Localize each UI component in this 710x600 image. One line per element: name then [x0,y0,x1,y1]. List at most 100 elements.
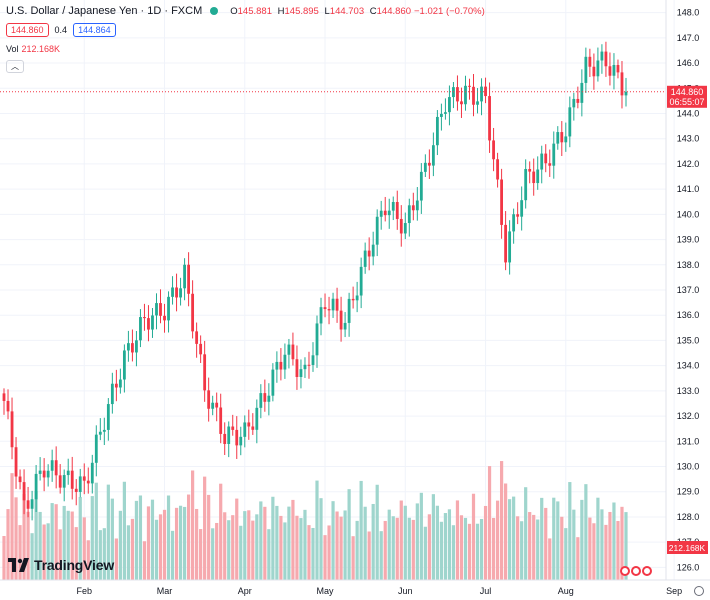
candle-body [391,201,395,211]
settings-gear-icon[interactable] [694,586,704,596]
candle-body [411,205,415,211]
candle-body [403,223,407,234]
volume-bar [552,497,556,580]
candle-body [319,307,323,324]
volume-bar [227,520,231,580]
volume-value: 212.168K [21,44,61,54]
candle-body [163,315,166,321]
candle-body [556,132,560,144]
candle-body [98,431,102,435]
candle-body [439,113,443,117]
candle-body [588,56,592,67]
candle-body [564,136,568,143]
symbol-header[interactable]: U.S. Dollar / Japanese Yen · 1D · FXCM O… [6,5,485,17]
collapse-legend-button[interactable]: ︿ [6,60,24,73]
candle-body [516,214,520,217]
sell-button[interactable]: 144.860 [6,23,49,37]
price-tick-label: 133.0 [677,386,700,396]
economic-events[interactable] [620,566,652,576]
buy-button[interactable]: 144.864 [73,23,116,37]
volume-bar [138,495,143,580]
volume-bar [491,517,496,580]
volume-bar [38,511,42,580]
economic-event-icon[interactable] [642,566,652,576]
candle-body [114,383,118,388]
tradingview-logo[interactable]: TradingView [8,557,114,573]
candle-body [82,476,86,481]
volume-bar [536,519,540,580]
volume-bar [251,520,255,580]
price-tick-label: 147.0 [677,33,700,43]
price-tick-label: 146.0 [677,58,700,68]
volume-bar [231,515,235,580]
candle-body [14,447,18,477]
volume-bar [207,494,211,580]
volume-bar [608,511,612,580]
low-value: 144.703 [329,5,365,17]
volume-bar [26,511,30,580]
candle-body [315,323,319,356]
volume-bar [186,494,191,580]
candle-body [199,343,203,355]
economic-event-icon[interactable] [631,566,641,576]
candle-body [480,86,483,102]
time-tick-label: Feb [77,586,93,596]
economic-event-icon[interactable] [620,566,630,576]
volume-legend[interactable]: Vol 212.168K [6,44,60,54]
volume-bar [114,538,118,580]
volume-bar [279,515,283,580]
tradingview-logo-icon [8,558,29,572]
candle-body [596,60,600,77]
close-value: 144.860 [376,5,411,17]
candle-body [179,288,182,298]
volume-bar [146,506,151,580]
candle-body [147,318,150,330]
symbol-title[interactable]: U.S. Dollar / Japanese Yen · 1D · FXCM [6,5,203,17]
volume-bar [58,529,62,580]
candle-body [431,145,435,166]
candle-body [508,231,512,263]
time-axis[interactable]: Feb Mar Apr May Jun Jul Aug Sep [77,586,683,596]
spread-value: 0.4 [54,25,68,35]
candle-body [267,395,271,402]
price-tick-label: 144.0 [677,108,700,118]
candle-body [520,200,524,217]
candle-body [171,287,174,297]
volume-bar [487,466,492,580]
volume-bar [259,501,263,580]
price-axis[interactable]: 126.0127.0128.0129.0130.0131.0132.0133.0… [677,8,700,573]
candle-body [227,426,231,444]
volume-bar [423,526,427,580]
candle-body [468,85,471,87]
volume-bar [6,509,10,580]
volume-bar [14,497,18,580]
candle-body [576,98,580,103]
candle-body [427,162,431,166]
time-tick-label: Apr [238,586,252,596]
candle-body [472,86,475,105]
candle-body [263,393,267,402]
volume-bar [94,482,98,580]
volume-bar [211,528,215,580]
volume-bar [50,503,54,580]
volume-bar [520,521,524,580]
candle-body [476,101,479,105]
candle-body [608,66,612,76]
volume-bar [239,525,243,580]
price-tick-label: 143.0 [677,134,700,144]
volume-bar [435,505,439,580]
candle-body [131,343,134,353]
volume-bar [600,509,604,580]
candle-body [90,462,94,484]
candle-body [211,402,215,409]
candle-body [347,298,351,323]
volume-bar [158,514,163,580]
candle-body [275,361,279,370]
candle-body [283,354,287,370]
candle-body [203,354,207,391]
volume-bar [548,538,552,580]
volume-bar [86,540,90,580]
volume-bar [331,501,335,580]
candle-body [584,56,588,83]
